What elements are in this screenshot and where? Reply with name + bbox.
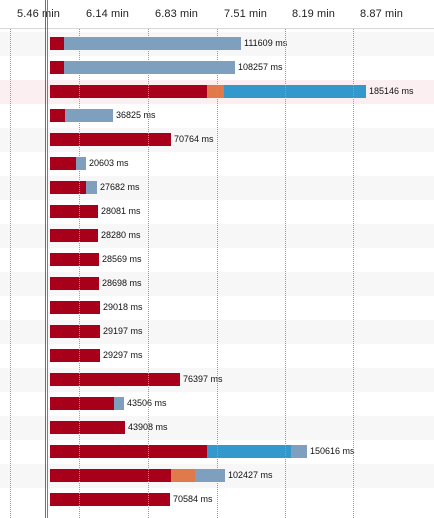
timing-bar-wait[interactable] <box>50 205 98 218</box>
timing-bar-receive[interactable] <box>114 397 124 410</box>
timing-bar-wait[interactable] <box>50 85 207 98</box>
request-row[interactable]: 36825 ms <box>0 104 434 128</box>
timing-bar-connect[interactable] <box>207 445 291 458</box>
request-row[interactable]: 43506 ms <box>0 392 434 416</box>
duration-label: 29197 ms <box>103 326 143 336</box>
gridline <box>79 0 80 518</box>
request-row[interactable]: 29297 ms <box>0 344 434 368</box>
time-tick-label: 6.14 min <box>86 8 129 20</box>
duration-label: 70764 ms <box>174 134 214 144</box>
timing-bar-wait[interactable] <box>50 61 64 74</box>
timing-bar-receive[interactable] <box>64 61 235 74</box>
timing-bar-wait[interactable] <box>50 133 171 146</box>
duration-label: 28698 ms <box>102 278 142 288</box>
duration-label: 28081 ms <box>101 206 141 216</box>
time-tick-label: 7.51 min <box>224 8 267 20</box>
time-axis-header: 5.46 min 6.14 min 6.83 min 7.51 min 8.19 min… <box>0 0 434 29</box>
duration-label: 43506 ms <box>127 398 167 408</box>
timing-bar-receive[interactable] <box>65 109 113 122</box>
load-event-marker <box>47 0 48 518</box>
request-row[interactable]: 20603 ms <box>0 152 434 176</box>
duration-label: 36825 ms <box>116 110 156 120</box>
duration-label: 108257 ms <box>238 62 283 72</box>
gridline <box>148 0 149 518</box>
duration-label: 20603 ms <box>89 158 129 168</box>
timing-bar-wait[interactable] <box>50 157 76 170</box>
timing-bar-wait[interactable] <box>50 469 171 482</box>
duration-label: 29018 ms <box>103 302 143 312</box>
timing-bar-dns[interactable] <box>171 469 195 482</box>
request-row[interactable]: 28081 ms <box>0 200 434 224</box>
timing-bar-receive[interactable] <box>86 181 97 194</box>
timing-bar-wait[interactable] <box>50 229 98 242</box>
timing-bar-wait[interactable] <box>50 493 170 506</box>
timing-bar-receive[interactable] <box>64 37 241 50</box>
duration-label: 76397 ms <box>183 374 223 384</box>
gridline <box>10 0 11 518</box>
time-tick-label: 8.87 min <box>360 8 403 20</box>
duration-label: 150616 ms <box>310 446 355 456</box>
time-tick-label: 5.46 min <box>17 8 60 20</box>
timing-bar-wait[interactable] <box>50 373 180 386</box>
request-row[interactable]: 108257 ms <box>0 56 434 80</box>
request-row[interactable]: 29018 ms <box>0 296 434 320</box>
duration-label: 28569 ms <box>102 254 142 264</box>
timing-bar-wait[interactable] <box>50 445 207 458</box>
timing-bar-wait[interactable] <box>50 277 99 290</box>
gridline <box>285 0 286 518</box>
timing-bar-dns[interactable] <box>207 85 224 98</box>
timing-bar-wait[interactable] <box>50 421 125 434</box>
duration-label: 43908 ms <box>128 422 168 432</box>
timing-bar-wait[interactable] <box>50 181 86 194</box>
timing-bar-wait[interactable] <box>50 253 99 266</box>
duration-label: 111609 ms <box>244 38 288 48</box>
timing-bar-wait[interactable] <box>50 349 100 362</box>
duration-label: 28280 ms <box>101 230 141 240</box>
time-tick-label: 6.83 min <box>155 8 198 20</box>
duration-label: 102427 ms <box>228 470 273 480</box>
timing-bar-wait[interactable] <box>50 325 100 338</box>
timing-bar-wait[interactable] <box>50 109 65 122</box>
timing-bar-receive[interactable] <box>195 469 225 482</box>
gridline <box>217 0 218 518</box>
gridline <box>353 0 354 518</box>
duration-label: 70584 ms <box>173 494 213 504</box>
timing-bar-receive[interactable] <box>76 157 86 170</box>
timing-bar-receive[interactable] <box>291 445 307 458</box>
duration-label: 29297 ms <box>103 350 143 360</box>
timing-bar-wait[interactable] <box>50 37 64 50</box>
dom-content-loaded-marker <box>45 0 46 518</box>
time-tick-label: 8.19 min <box>292 8 335 20</box>
request-row[interactable]: 28569 ms <box>0 248 434 272</box>
request-row[interactable]: 70584 ms <box>0 488 434 512</box>
duration-label: 27682 ms <box>100 182 140 192</box>
duration-label: 185146 ms <box>369 86 414 96</box>
timing-bar-wait[interactable] <box>50 301 100 314</box>
request-row[interactable]: 150616 ms <box>0 440 434 464</box>
timing-bar-connect[interactable] <box>224 85 366 98</box>
timing-bar-wait[interactable] <box>50 397 114 410</box>
